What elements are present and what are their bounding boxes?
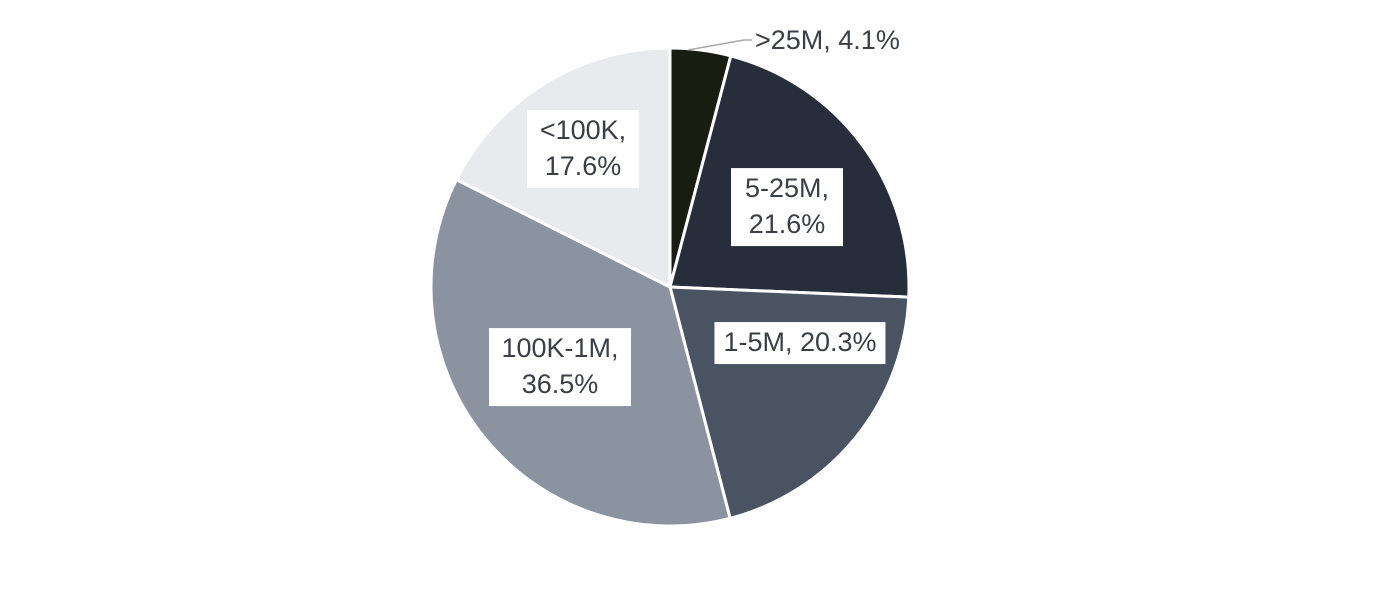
- pie-label-100k: <100K, 17.6%: [527, 110, 639, 188]
- pie-label-25m: >25M, 4.1%: [755, 25, 900, 56]
- pie-label-100k-1m: 100K-1M, 36.5%: [489, 328, 631, 406]
- pie-label-1-5m: 1-5M, 20.3%: [714, 322, 886, 364]
- leader-line-25m: [687, 39, 752, 51]
- pie-label-5-25m: 5-25M, 21.6%: [731, 168, 843, 246]
